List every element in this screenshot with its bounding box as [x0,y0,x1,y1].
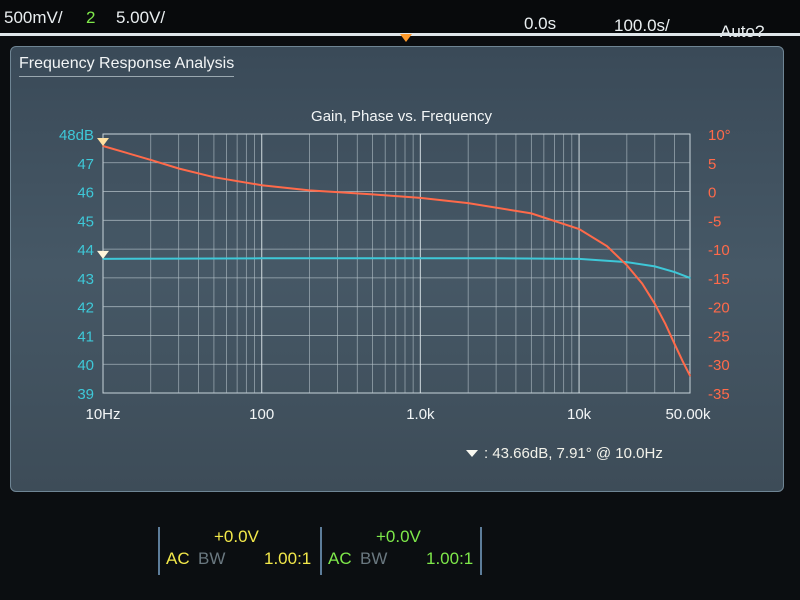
ch1-info[interactable]: +0.0V AC BW 1.00:1 [158,527,320,575]
phase-point [681,360,684,363]
phase-point [689,374,691,377]
phase-point [371,193,374,196]
gain-point [578,258,580,260]
ch2-offset: +0.0V [376,527,421,546]
x-tick-label: 10Hz [85,406,120,423]
gain-point [419,257,422,260]
y-left-tick-label: 40 [77,357,94,374]
y-left-tick-label: 48dB [59,127,94,144]
gain-point [689,277,691,279]
phase-point [177,167,180,170]
ch2-bw: BW [360,549,388,568]
ch1-scale[interactable]: 500mV/ [4,8,63,27]
phase-point [149,159,152,161]
gain-point [653,265,656,268]
gain-point [673,271,676,273]
x-tick-label: 10k [567,406,592,423]
ch2-info[interactable]: +0.0V AC BW 1.00:1 [320,527,482,575]
phase-point [606,245,608,248]
y-right-tick-label: -35 [708,386,730,403]
phase-point [530,212,533,215]
delay[interactable]: 0.0s [524,14,557,33]
y-left-tick-label: 44 [77,242,94,259]
cursor-marker-icon [466,450,478,457]
gain-point [260,257,263,260]
x-tick-label: 50.00k [665,406,711,423]
y-left-tick-label: 47 [77,156,94,173]
chart-title: Gain, Phase vs. Frequency [311,108,492,125]
gain-series [102,257,691,279]
y-right-tick-label: -25 [708,328,730,345]
phase-point [578,228,580,230]
y-right-tick-label: 0 [708,185,716,202]
y-left-tick-label: 39 [77,386,94,403]
ch2-number[interactable]: 2 [86,8,96,27]
ch2-scale[interactable]: 5.00V/ [116,8,166,27]
y-right-tick-label: -15 [708,271,730,288]
y-right-tick-label: -10 [708,242,730,259]
plot-frame [102,133,691,394]
ch2-coupling: AC [328,549,352,568]
ch1-bw: BW [198,549,226,568]
y-left-tick-label: 45 [77,213,94,230]
ch1-coupling: AC [166,549,190,568]
x-tick-label: 1.0k [406,406,435,423]
ch1-probe: 1.00:1 [264,549,312,568]
timebase[interactable]: 100.0s/ [614,16,670,35]
cursor-readout: : 43.66dB, 7.91° @ 10.0Hz [484,445,663,462]
phase-point [308,189,311,192]
y-right-tick-label: -30 [708,357,730,374]
y-left-tick-label: 46 [77,185,94,202]
y-left-tick-label: 43 [77,271,94,288]
y-left-tick-label: 41 [77,328,94,345]
gain-point [336,257,339,260]
phase-cursor-marker-icon [97,138,109,147]
y-right-tick-label: 10° [708,127,731,144]
phase-point [260,184,263,187]
panel-title: Frequency Response Analysis [19,55,235,77]
phase-point [641,282,644,285]
gain-point [495,257,497,260]
y-right-tick-label: 5 [708,156,716,173]
trigger-mode[interactable]: Auto? [720,22,765,41]
phase-point [673,343,676,345]
phase-point [213,176,215,178]
ch1-offset: +0.0V [214,527,259,546]
y-left-tick-label: 42 [77,300,94,317]
phase-point [653,302,656,305]
y-right-tick-label: -20 [708,300,730,317]
ch2-probe: 1.00:1 [426,549,474,568]
gain-point [177,257,180,260]
phase-point [467,202,469,204]
gain-point [626,261,628,263]
phase-point [419,197,422,199]
status-bar: 500mV/ 2 5.00V/ 0.0s 100.0s/ Auto? [0,0,800,41]
phase-point [626,264,628,267]
channel-bar [0,500,800,600]
x-tick-label: 100 [249,406,274,423]
y-right-tick-label: -5 [708,213,721,230]
trigger-marker-icon [400,34,412,42]
phase-point [664,323,667,325]
fra-chart: Gain, Phase vs. Frequency 10Hz 100 1.0k 10k 5… [59,108,731,462]
gain-cursor-marker-icon [97,250,109,259]
